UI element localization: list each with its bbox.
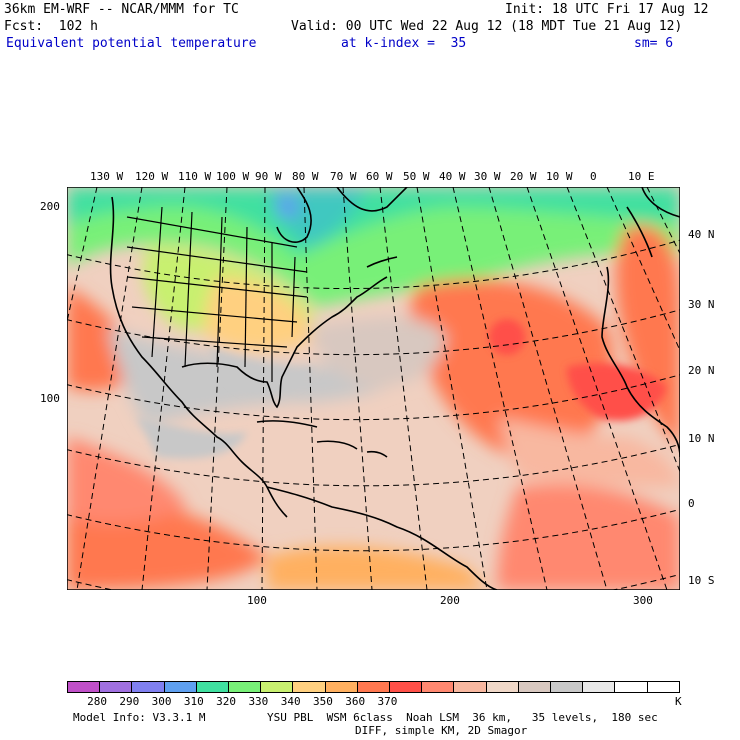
- latitude-lines: [67, 239, 680, 590]
- grid-x-label: 300: [633, 594, 653, 607]
- colorbar-swatch: [132, 682, 165, 692]
- lat-label: 10 N: [688, 432, 715, 445]
- longitude-lines: [67, 187, 680, 590]
- colorbar-label: 360: [345, 695, 366, 708]
- level-label: at k-index = 35: [341, 36, 467, 51]
- colorbar-label: 300: [151, 695, 172, 708]
- model-title: 36km EM-WRF -- NCAR/MMM for TC: [4, 2, 239, 17]
- grid-x-label: 200: [440, 594, 460, 607]
- colorbar-swatch: [68, 682, 101, 692]
- colorbar-swatch: [325, 682, 358, 692]
- model-info: Model Info: V3.3.1 M: [73, 711, 206, 724]
- colorbar-label: 310: [183, 695, 204, 708]
- colorbar-label: 370: [377, 695, 398, 708]
- lon-label: 90 W: [255, 170, 282, 183]
- colorbar-swatch: [100, 682, 133, 692]
- lon-label: 0: [590, 170, 597, 183]
- physics-info: YSU PBL WSM 6class Noah LSM 36 km, 35 le…: [267, 711, 658, 724]
- colorbar-swatch: [454, 682, 487, 692]
- lon-label: 70 W: [330, 170, 357, 183]
- colorbar-swatch: [583, 682, 616, 692]
- colorbar-swatch: [518, 682, 552, 692]
- colorbar-swatch: [196, 682, 230, 692]
- colorbar-swatch: [229, 682, 262, 692]
- lon-label: 10 W: [546, 170, 573, 183]
- lon-label: 40 W: [439, 170, 466, 183]
- lon-label: 80 W: [292, 170, 319, 183]
- colorbar-swatch: [164, 682, 197, 692]
- lon-label: 100 W: [216, 170, 250, 183]
- colorbar-swatch: [486, 682, 519, 692]
- colorbar: [67, 681, 680, 693]
- lon-label: 130 W: [90, 170, 124, 183]
- coastlines: [109, 187, 680, 590]
- grid-x-label: 100: [247, 594, 267, 607]
- valid-time: Valid: 00 UTC Wed 22 Aug 12 (18 MDT Tue …: [291, 19, 683, 34]
- colorbar-label: 320: [216, 695, 237, 708]
- grid-y-label: 200: [40, 200, 60, 213]
- lon-label: 50 W: [403, 170, 430, 183]
- lat-label: 0: [688, 497, 695, 510]
- lon-label: 20 W: [510, 170, 537, 183]
- colorbar-swatch: [293, 682, 326, 692]
- lat-label: 20 N: [688, 364, 715, 377]
- colorbar-swatch: [261, 682, 294, 692]
- colorbar-swatch: [647, 682, 679, 692]
- colorbar-label: 340: [280, 695, 301, 708]
- forecast-hour: Fcst: 102 h: [4, 19, 98, 34]
- field-name: Equivalent potential temperature: [6, 36, 257, 51]
- colorbar-label: 280: [87, 695, 107, 708]
- lat-label: 10 S: [688, 574, 715, 587]
- colorbar-label: 290: [119, 695, 140, 708]
- colorbar-swatch: [390, 682, 423, 692]
- state-lines: [126, 206, 308, 382]
- theta-e-map: [67, 187, 680, 590]
- init-time: Init: 18 UTC Fri 17 Aug 12: [505, 2, 709, 17]
- smoothing-label: sm= 6: [634, 36, 674, 51]
- lon-label: 60 W: [366, 170, 393, 183]
- lon-label: 110 W: [178, 170, 212, 183]
- lat-label: 30 N: [688, 298, 715, 311]
- colorbar-label: 350: [312, 695, 333, 708]
- colorbar-swatch: [357, 682, 391, 692]
- lon-label: 10 E: [628, 170, 655, 183]
- lon-label: 30 W: [474, 170, 501, 183]
- lon-label: 120 W: [135, 170, 169, 183]
- colorbar-swatch: [551, 682, 584, 692]
- diffusion-info: DIFF, simple KM, 2D Smagor: [355, 724, 528, 737]
- colorbar-swatch: [615, 682, 648, 692]
- lat-label: 40 N: [688, 228, 715, 241]
- colorbar-unit: K: [675, 695, 682, 708]
- colorbar-swatch: [422, 682, 455, 692]
- grid-y-label: 100: [40, 392, 60, 405]
- colorbar-label: 330: [248, 695, 269, 708]
